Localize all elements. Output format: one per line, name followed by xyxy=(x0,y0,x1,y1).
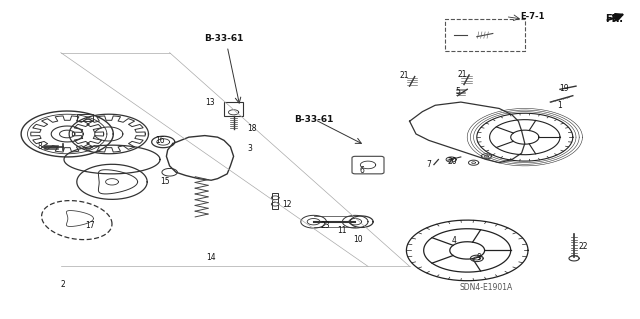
Text: 22: 22 xyxy=(579,242,588,251)
Text: SDN4-E1901A: SDN4-E1901A xyxy=(460,283,513,292)
Text: 12: 12 xyxy=(282,200,291,209)
Text: 9: 9 xyxy=(476,253,481,262)
Text: FR.: FR. xyxy=(605,13,623,24)
Text: 7: 7 xyxy=(426,160,431,169)
Text: 3: 3 xyxy=(247,144,252,153)
Text: 5: 5 xyxy=(456,87,461,96)
Text: B-33-61: B-33-61 xyxy=(204,34,244,43)
Text: 21: 21 xyxy=(458,70,467,79)
Text: 16: 16 xyxy=(155,137,165,145)
Text: 21: 21 xyxy=(400,71,409,80)
Text: 15: 15 xyxy=(160,177,170,186)
Text: 23: 23 xyxy=(320,221,330,230)
Text: E-7-1: E-7-1 xyxy=(520,12,545,21)
Text: 17: 17 xyxy=(84,221,95,230)
Text: 18: 18 xyxy=(247,124,256,133)
Text: 14: 14 xyxy=(206,253,216,262)
Text: 11: 11 xyxy=(338,226,347,235)
Text: 8: 8 xyxy=(37,142,42,151)
Bar xyxy=(272,193,278,209)
Bar xyxy=(77,114,93,121)
Bar xyxy=(224,102,243,116)
Text: 6: 6 xyxy=(359,166,364,174)
Text: 19: 19 xyxy=(559,84,570,93)
Text: 10: 10 xyxy=(353,235,364,244)
Text: B-33-61: B-33-61 xyxy=(294,115,333,124)
Bar xyxy=(445,19,525,51)
Text: 4: 4 xyxy=(452,236,457,245)
Text: 13: 13 xyxy=(205,98,215,107)
Text: 1: 1 xyxy=(557,101,563,110)
Text: 20: 20 xyxy=(447,157,457,166)
Text: 2: 2 xyxy=(60,280,65,289)
